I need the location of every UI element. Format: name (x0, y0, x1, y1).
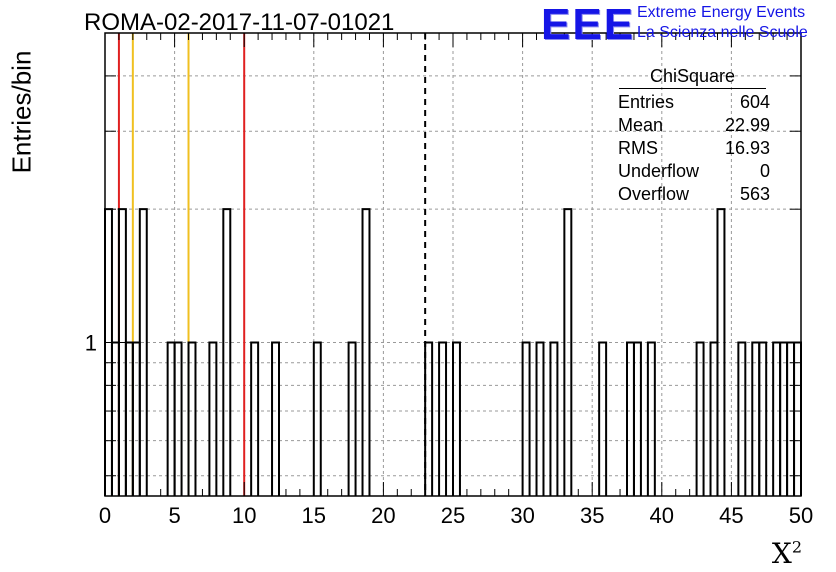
histogram-bin (187, 341, 197, 496)
stats-box: ChiSquare Entries 604 Mean 22.99 RMS 16.93 … (611, 66, 774, 206)
x-axis-label-superscript: 2 (791, 537, 802, 557)
stats-label: Mean (618, 115, 664, 135)
stats-value: 563 (739, 184, 770, 204)
histogram-bin (424, 341, 434, 496)
chart-title: ROMA-02-2017-11-07-01021 (84, 9, 395, 36)
histogram-bin (222, 208, 232, 496)
stats-label: Overflow (618, 184, 690, 204)
histogram-bin (521, 341, 531, 496)
stats-label: Underflow (618, 161, 700, 181)
eee-logo-caption: Extreme Energy Events La Scienza nelle S… (637, 3, 808, 43)
histogram-bin (535, 341, 545, 496)
histogram-bin (312, 341, 322, 496)
histogram-bin (737, 341, 747, 496)
stats-label: RMS (618, 138, 658, 158)
stats-row-mean: Mean 22.99 (611, 114, 774, 137)
x-tick-label: 5 (168, 503, 180, 528)
eee-logo: EEE (541, 0, 636, 49)
stats-box-title: ChiSquare (619, 66, 766, 89)
x-tick-label: 10 (232, 503, 256, 528)
stats-value: 0 (759, 161, 770, 181)
stats-value: 604 (739, 92, 770, 112)
x-axis-label-text: X (771, 537, 792, 570)
histogram-bin (347, 341, 357, 496)
stats-row-overflow: Overflow 563 (611, 183, 774, 206)
histogram-bin (361, 208, 371, 496)
histogram-bin (138, 208, 148, 496)
stats-value: 22.99 (724, 115, 770, 135)
x-tick-label: 40 (650, 503, 674, 528)
eee-logo-line2: La Scienza nelle Scuole (637, 24, 808, 41)
histogram-bin (598, 341, 608, 496)
x-tick-label: 45 (719, 503, 743, 528)
stats-label: Entries (618, 92, 675, 112)
stats-row-entries: Entries 604 (611, 91, 774, 114)
stats-value: 16.93 (724, 138, 770, 158)
histogram-bin (632, 341, 642, 496)
histogram-bin (758, 341, 768, 496)
x-tick-label: 35 (580, 503, 604, 528)
histogram-bin (208, 341, 218, 496)
histogram-bin (452, 341, 461, 496)
x-tick-label: 15 (302, 503, 326, 528)
x-tick-label: 0 (99, 503, 111, 528)
histogram-bin (646, 341, 656, 496)
eee-logo-line1: Extreme Energy Events (637, 4, 806, 21)
histogram-bin (250, 341, 260, 496)
histogram-bin (549, 341, 559, 496)
histogram-bin (695, 341, 705, 496)
histogram-bin (563, 208, 573, 496)
stats-row-rms: RMS 16.93 (611, 137, 774, 160)
x-axis-label: X2 (772, 537, 802, 570)
stats-row-underflow: Underflow 0 (611, 160, 774, 183)
histogram-bin (173, 341, 183, 496)
x-tick-label: 25 (441, 503, 465, 528)
histogram-bin (438, 341, 448, 496)
x-tick-label: 20 (371, 503, 395, 528)
x-tick-label: 50 (789, 503, 813, 528)
histogram-bin (271, 341, 280, 496)
x-tick-label: 30 (510, 503, 534, 528)
y-axis-label: Entries/bin (6, 50, 37, 174)
histogram-bin (716, 208, 726, 496)
y-tick-label: 1 (85, 330, 97, 355)
